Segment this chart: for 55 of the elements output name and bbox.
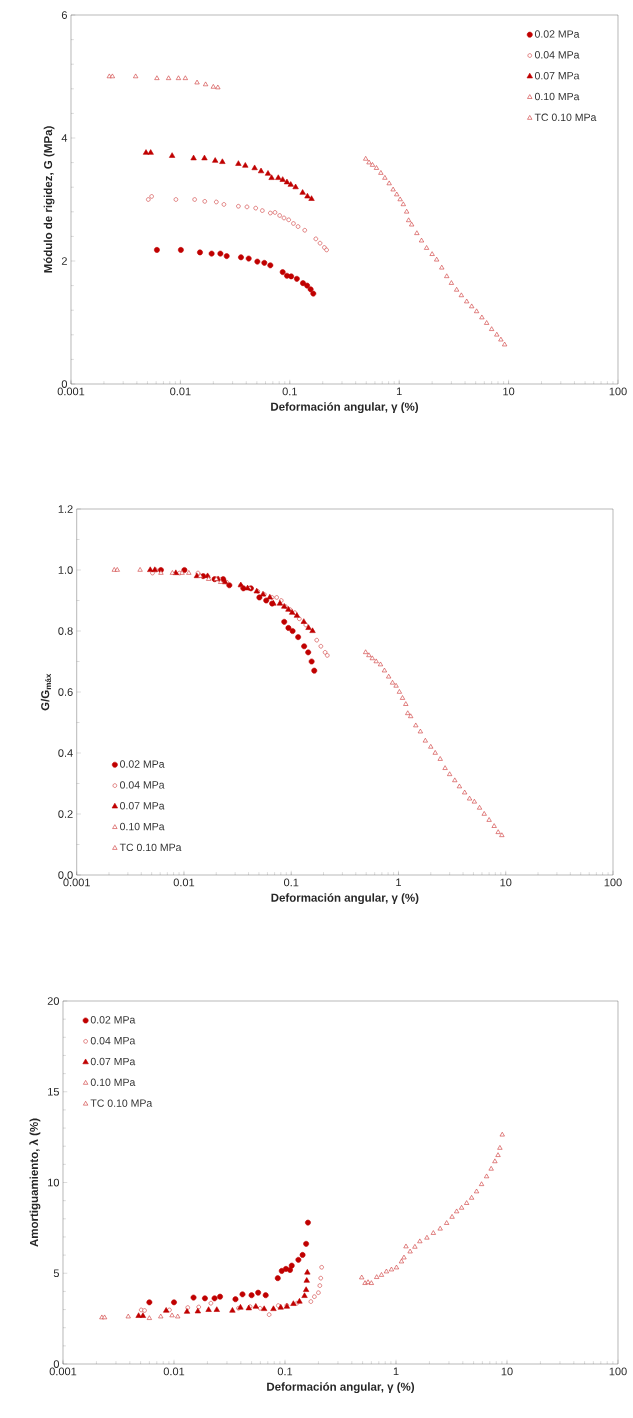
x-tick-label: 10 [503,387,515,396]
y-tick-label: 0.6 [58,688,73,696]
legend-label: TC 0.10 MPa [534,113,597,122]
y-tick-label: 2 [61,257,67,265]
legend-label: 0.04 MPa [90,1036,136,1045]
x-tick-label: 0.01 [173,878,195,887]
y-tick-label: 0.0 [58,871,73,879]
x-tick-label: 0.1 [282,387,297,396]
legend-label: 0.02 MPa [90,1016,136,1024]
legend-label: 0.07 MPa [534,71,580,80]
y-tick-label: 0.4 [58,749,73,757]
legend-label: 0.04 MPa [534,51,580,59]
y-axis-title: G/G$_{máx}$ [40,673,52,711]
legend-label: 0.10 MPa [90,1078,136,1087]
legend-label: 0.10 MPa [534,92,580,101]
x-axis-title: Deformación angular, γ (%) [271,402,419,414]
y-axis-title: Amortiguamiento, λ (%) [29,1118,41,1247]
legend-label: TC 0.10 MPa [119,843,182,852]
y-tick-label: 1.2 [58,505,73,513]
x-tick-label: 0.001 [49,1367,77,1376]
x-tick-label: 0.001 [63,878,90,887]
legend-label: 0.02 MPa [120,760,165,768]
x-tick-label: 100 [609,1367,627,1376]
x-tick-label: 0.001 [57,387,85,396]
y-tick-label: 5 [53,1269,59,1278]
y-tick-label: 0 [61,380,68,388]
x-tick-label: 0.1 [283,878,299,887]
x-tick-label: 10 [501,1367,513,1376]
x-tick-label: 1 [396,878,401,887]
y-tick-label: 0.8 [58,627,73,635]
y-tick-label: 20 [47,997,60,1005]
y-tick-label: 0.2 [58,810,73,818]
x-tick-label: 0.1 [277,1367,293,1376]
legend-label: 0.07 MPa [120,802,165,810]
legend-label: 0.10 MPa [120,822,165,831]
y-tick-label: 4 [61,134,68,142]
x-axis-title: Deformación angular, γ (%) [267,1382,415,1394]
x-tick-label: 1 [393,1367,399,1376]
x-tick-label: 10 [500,878,512,887]
legend-label: 0.02 MPa [534,30,580,38]
x-tick-label: 0.01 [170,387,191,396]
legend-label: 0.07 MPa [90,1057,136,1066]
y-tick-label: 10 [48,1178,60,1187]
y-axis-title: Módulo de rigidez, G (MPa) [43,126,55,273]
x-tick-label: 100 [609,387,627,396]
x-tick-label: 1 [396,387,402,396]
x-tick-label: 100 [604,878,622,887]
legend-label: 0.04 MPa [120,781,165,789]
x-tick-label: 0.01 [163,1367,185,1376]
y-tick-label: 1.0 [58,566,73,574]
y-tick-label: 15 [48,1087,59,1096]
x-axis-title: Deformación angular, γ (%) [271,893,419,905]
legend-label: TC 0.10 MPa [90,1099,153,1107]
y-tick-label: 0 [53,1360,60,1368]
y-tick-label: 6 [61,11,67,19]
